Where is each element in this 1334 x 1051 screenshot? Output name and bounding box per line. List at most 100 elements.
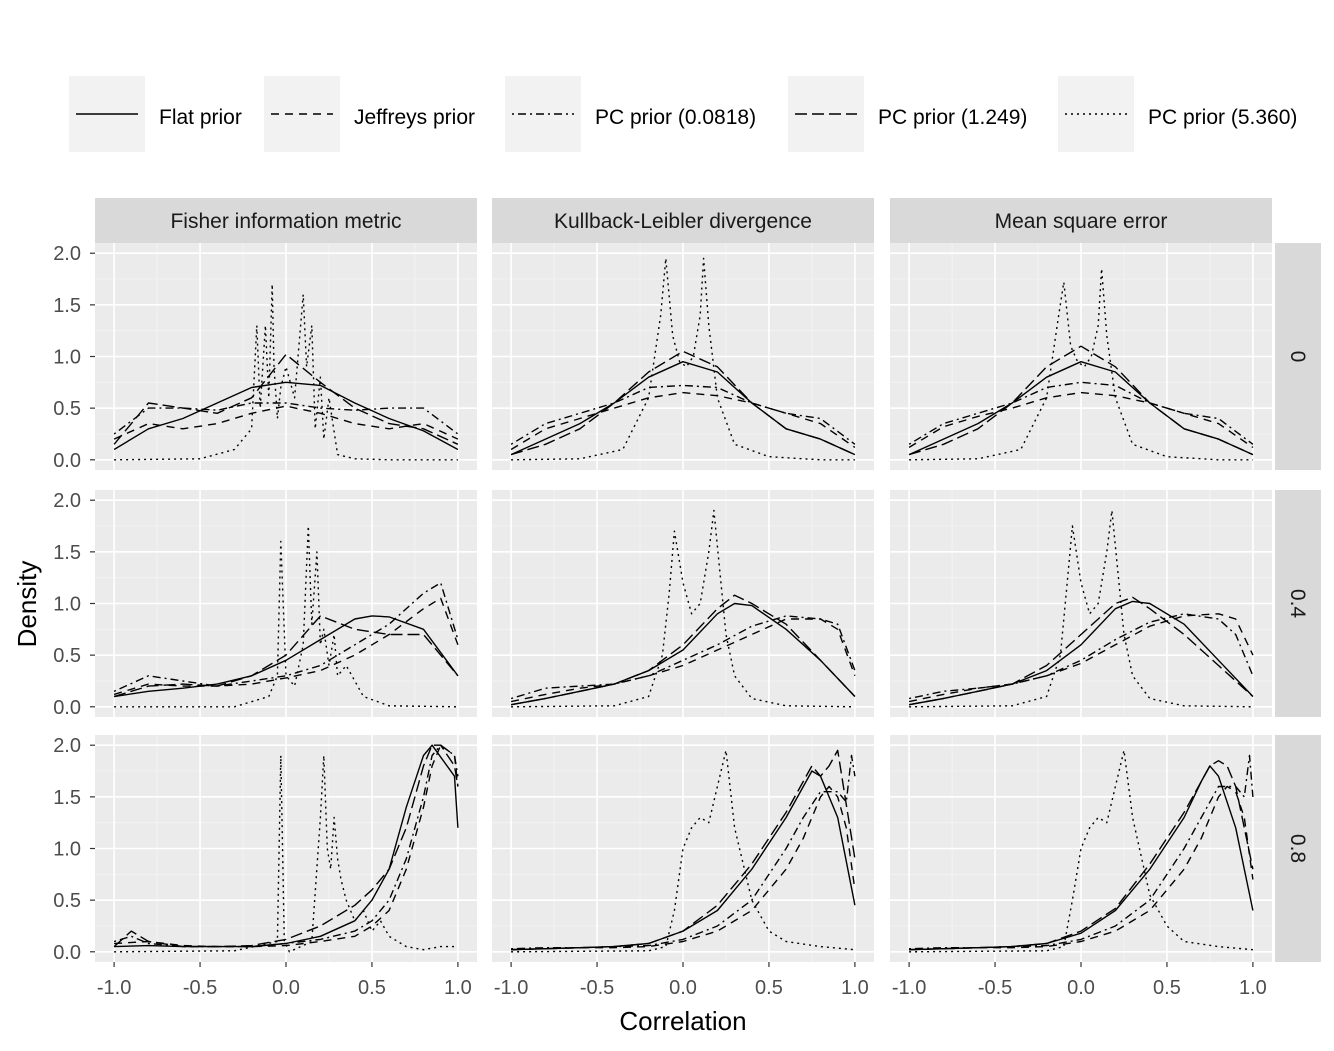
y-tick-label: 2.0 xyxy=(53,735,81,757)
series-line-flat-prior xyxy=(908,600,1254,706)
y-tick-label: 0.0 xyxy=(53,697,81,719)
series-line-pc-prior-0-0818 xyxy=(113,744,459,948)
y-tick-label: 1.0 xyxy=(53,347,81,369)
series-line-pc-prior-1-249 xyxy=(908,345,1254,456)
y-tick-label: 2.0 xyxy=(53,490,81,512)
panel xyxy=(890,243,1272,470)
legend: Flat prior Jeffreys prior PC prior (0.0818… xyxy=(69,76,1297,152)
series-line-flat-prior xyxy=(510,602,856,706)
legend-label: PC prior (0.0818) xyxy=(595,106,756,129)
x-axis-title: Correlation xyxy=(619,1006,746,1036)
panel-grid xyxy=(95,243,1272,962)
x-tick-label: -1.0 xyxy=(892,977,926,999)
y-tick-label: 1.5 xyxy=(53,787,81,809)
series-line-jeffreys-prior xyxy=(908,613,1254,703)
series-line-jeffreys-prior xyxy=(113,405,459,440)
y-tick-label: 1.5 xyxy=(53,542,81,564)
row-strip xyxy=(1275,735,1321,962)
x-tick-label: 0.0 xyxy=(669,977,697,999)
legend-label: Jeffreys prior xyxy=(354,106,475,129)
panel xyxy=(492,490,874,717)
row-strip xyxy=(1275,243,1321,470)
y-tick-label: 1.0 xyxy=(53,594,81,616)
y-tick-label: 0.5 xyxy=(53,645,81,667)
series-line-pc-prior-5-360 xyxy=(114,525,458,708)
y-tick-label: 0.5 xyxy=(53,890,81,912)
series-line-jeffreys-prior xyxy=(510,618,856,703)
series-line-jeffreys-prior xyxy=(510,391,856,451)
series-line-pc-prior-1-249 xyxy=(908,596,1254,706)
series-group xyxy=(909,749,1254,953)
series-group xyxy=(113,283,459,461)
series-line-pc-prior-5-360 xyxy=(909,509,1253,708)
legend-item: Jeffreys prior xyxy=(264,76,475,152)
series-line-pc-prior-1-249 xyxy=(510,350,856,456)
facet-strips: Fisher information metric Kullback-Leible… xyxy=(95,198,1321,962)
column-strip xyxy=(492,198,874,243)
x-tick-label: 0.5 xyxy=(755,977,783,999)
column-strip-label: Fisher information metric xyxy=(170,210,401,233)
column-strip xyxy=(95,198,477,243)
y-tick-label: 2.0 xyxy=(53,243,81,265)
series-line-pc-prior-5-360 xyxy=(511,509,855,708)
column-strip-label: Kullback-Leibler divergence xyxy=(554,210,812,233)
series-line-pc-prior-0-0818 xyxy=(511,754,856,950)
column-strip xyxy=(890,198,1272,243)
panel xyxy=(890,490,1272,717)
x-tick-label: -1.0 xyxy=(494,977,528,999)
panel xyxy=(890,735,1272,962)
row-strip-label: 0.4 xyxy=(1286,589,1309,619)
series-group xyxy=(511,749,856,953)
panel xyxy=(492,735,874,962)
x-tick-label: 0.0 xyxy=(1067,977,1095,999)
row-strip xyxy=(1275,490,1321,717)
y-tick-label: 1.5 xyxy=(53,295,81,317)
series-line-pc-prior-5-360 xyxy=(909,749,1253,953)
row-strip-label: 0.8 xyxy=(1286,834,1309,863)
y-tick-label: 0.0 xyxy=(53,450,81,472)
x-tick-label: -0.5 xyxy=(580,977,614,999)
series-line-pc-prior-0-0818 xyxy=(113,582,459,692)
row-strip-label: 0 xyxy=(1286,351,1309,363)
series-line-pc-prior-1-249 xyxy=(510,594,856,706)
series-line-pc-prior-0-0818 xyxy=(113,402,459,435)
x-tick-label: 0.5 xyxy=(358,977,386,999)
column-strip-label: Mean square error xyxy=(995,210,1168,233)
series-line-pc-prior-5-360 xyxy=(114,754,458,953)
y-axis-title: Density xyxy=(12,561,42,648)
panel xyxy=(95,735,477,962)
series-line-pc-prior-5-360 xyxy=(511,749,855,953)
legend-label: PC prior (5.360) xyxy=(1148,106,1297,129)
series-group xyxy=(908,509,1254,708)
series-group xyxy=(113,525,459,708)
series-group xyxy=(113,744,459,953)
legend-label: Flat prior xyxy=(159,106,242,129)
x-tick-label: 1.0 xyxy=(444,977,472,999)
series-line-pc-prior-0-0818 xyxy=(510,384,856,445)
series-line-flat-prior xyxy=(113,381,459,451)
series-line-jeffreys-prior xyxy=(908,391,1254,448)
series-group xyxy=(908,268,1254,461)
legend-item: Flat prior xyxy=(69,76,242,152)
y-tick-label: 0.5 xyxy=(53,398,81,420)
series-line-pc-prior-0-0818 xyxy=(908,613,1254,700)
series-line-pc-prior-1-249 xyxy=(113,615,459,698)
legend-item: PC prior (1.249) xyxy=(788,76,1027,152)
y-tick-label: 0.0 xyxy=(53,942,81,964)
x-tick-label: 0.5 xyxy=(1153,977,1181,999)
series-line-pc-prior-1-249 xyxy=(113,744,459,948)
x-tick-label: -0.5 xyxy=(183,977,217,999)
legend-item: PC prior (5.360) xyxy=(1058,76,1297,152)
series-group xyxy=(510,509,856,708)
x-tick-label: -0.5 xyxy=(978,977,1012,999)
axes: 0.0 0.5 1.0 1.5 2.0 0.0 0.5 1.0 1.5 2.0 -1.0 -0.5 0.… xyxy=(53,243,1267,999)
x-tick-label: 1.0 xyxy=(1239,977,1267,999)
panel xyxy=(95,490,477,717)
x-tick-label: -1.0 xyxy=(97,977,131,999)
x-tick-label: 1.0 xyxy=(841,977,869,999)
series-line-pc-prior-0-0818 xyxy=(908,381,1254,445)
series-line-pc-prior-1-249 xyxy=(113,353,459,445)
panel xyxy=(95,243,477,470)
series-group xyxy=(510,257,856,461)
